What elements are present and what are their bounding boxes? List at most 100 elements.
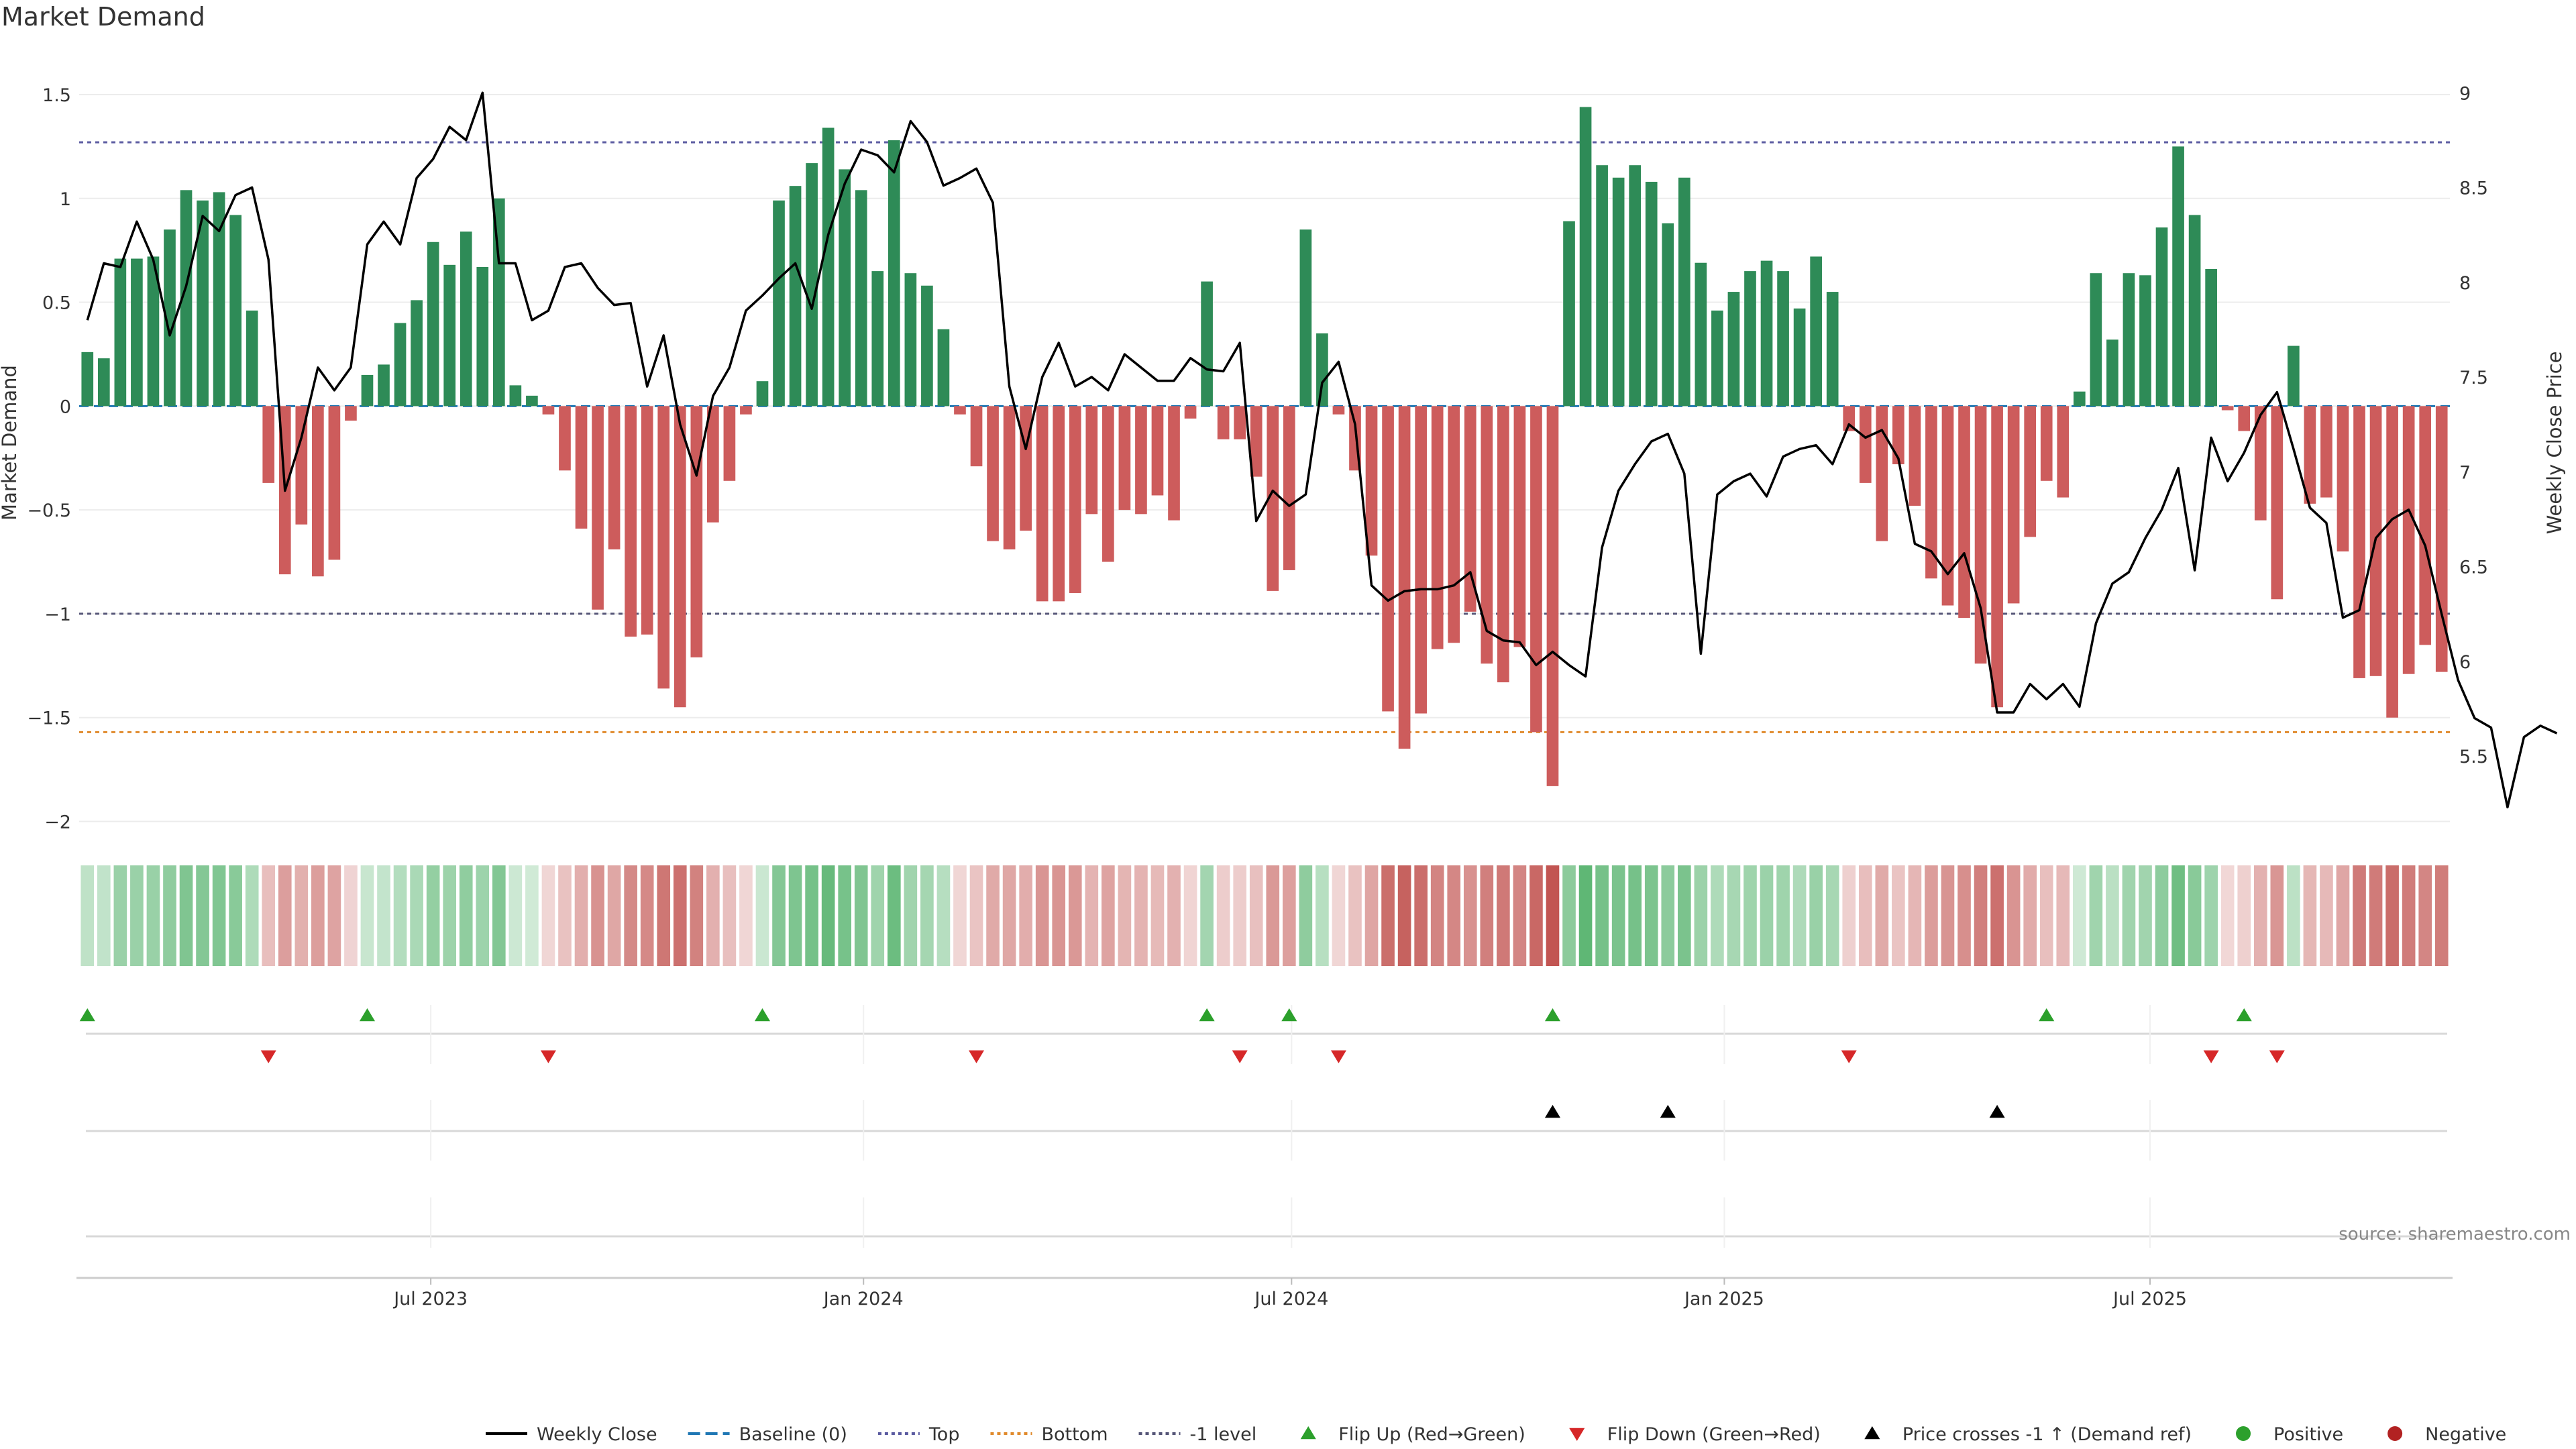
legend-label-1: Baseline (0) — [739, 1424, 847, 1445]
demand-bar-51 — [921, 285, 933, 407]
demand-bar-40 — [740, 406, 752, 415]
demand-bar-105 — [1810, 256, 1822, 407]
demand-bar-64 — [1135, 406, 1147, 515]
heat-cell-38 — [706, 865, 720, 966]
source-note: source: sharemaestro.com — [2339, 1224, 2571, 1244]
demand-bar-11 — [262, 406, 275, 483]
demand-bar-38 — [707, 406, 719, 523]
legend-label-5: Flip Up (Red→Green) — [1338, 1424, 1525, 1445]
heat-cell-83 — [1447, 865, 1461, 966]
demand-bar-39 — [723, 406, 736, 481]
demand-bar-14 — [312, 406, 324, 577]
heat-cell-3 — [130, 865, 144, 966]
demand-bar-71 — [1250, 406, 1263, 477]
demand-bar-74 — [1299, 229, 1312, 407]
heat-cell-66 — [1167, 865, 1181, 966]
demand-bar-92 — [1596, 165, 1608, 407]
demand-bar-88 — [1530, 406, 1542, 733]
demand-bar-137 — [2337, 406, 2349, 552]
right-tick-label-6: 6 — [2459, 652, 2471, 673]
demand-bar-31 — [592, 406, 604, 610]
demand-bar-101 — [1744, 271, 1756, 407]
heat-cell-64 — [1134, 865, 1148, 966]
legend-swatch-9 — [2387, 1426, 2403, 1441]
demand-bar-122 — [2090, 273, 2102, 407]
left-tick-label-5: −1 — [44, 604, 71, 625]
heat-cell-17 — [360, 865, 374, 966]
heat-cell-36 — [673, 865, 687, 966]
heat-cell-73 — [1282, 865, 1296, 966]
heat-cell-62 — [1102, 865, 1115, 966]
demand-bar-18 — [378, 364, 390, 407]
demand-bar-98 — [1695, 262, 1707, 407]
right-tick-label-4: 7 — [2459, 462, 2471, 483]
heat-cell-108 — [1858, 865, 1872, 966]
demand-bar-124 — [2123, 273, 2135, 407]
reference-lines — [79, 141, 2450, 733]
heat-cell-11 — [262, 865, 276, 966]
left-tick-label-1: 1 — [60, 189, 71, 210]
legend-label-3: Bottom — [1041, 1424, 1108, 1445]
demand-bar-44 — [806, 163, 818, 407]
heat-cell-119 — [2039, 865, 2053, 966]
y-axis-left: 1.5 1 0.5 0 −0.5 −1 −1.5 −2 — [27, 85, 71, 833]
demand-bar-49 — [888, 140, 900, 407]
demand-bar-10 — [246, 310, 258, 407]
left-tick-label-2: 0.5 — [42, 293, 71, 314]
heat-cell-79 — [1381, 865, 1395, 966]
heat-cell-6 — [179, 865, 193, 966]
grid-lines — [79, 93, 2450, 822]
heat-cell-16 — [344, 865, 358, 966]
legend-item-0: Weekly Close — [486, 1424, 657, 1445]
demand-bar-50 — [904, 273, 917, 407]
demand-bar-45 — [822, 127, 835, 407]
demand-bar-93 — [1612, 177, 1625, 407]
heat-cell-103 — [1776, 865, 1790, 966]
demand-bar-5 — [164, 229, 176, 407]
demand-bar-57 — [1020, 406, 1032, 531]
heat-cell-100 — [1727, 865, 1741, 966]
demand-bar-136 — [2320, 406, 2332, 498]
demand-bar-55 — [987, 406, 999, 541]
heat-cell-70 — [1233, 865, 1247, 966]
demand-bar-63 — [1118, 406, 1131, 511]
demand-bar-113 — [1941, 406, 1954, 606]
heat-cell-90 — [1562, 865, 1576, 966]
demand-bar-76 — [1332, 406, 1345, 415]
demand-bar-42 — [773, 200, 785, 407]
price-cross-marker-2 — [1989, 1105, 2005, 1118]
demand-bar-79 — [1382, 406, 1394, 712]
demand-bar-84 — [1464, 406, 1477, 612]
heat-cell-99 — [1711, 865, 1724, 966]
heat-cell-69 — [1216, 865, 1230, 966]
heat-cell-72 — [1266, 865, 1280, 966]
heat-cell-9 — [229, 865, 242, 966]
demand-bar-1 — [97, 358, 110, 407]
legend-item-8: Positive — [2236, 1424, 2343, 1445]
legend-label-4: -1 level — [1190, 1424, 1257, 1445]
demand-bar-28 — [542, 406, 555, 415]
heat-cell-91 — [1578, 865, 1593, 966]
heat-cell-0 — [80, 865, 95, 966]
legend-item-4: -1 level — [1138, 1424, 1257, 1445]
heat-cell-18 — [377, 865, 390, 966]
legend-item-2: Top — [877, 1424, 959, 1445]
demand-bar-109 — [1876, 406, 1888, 541]
heat-cell-55 — [986, 865, 1000, 966]
demand-bar-21 — [427, 241, 439, 407]
demand-bar-73 — [1283, 406, 1295, 570]
heat-cell-60 — [1068, 865, 1082, 966]
heat-cell-4 — [146, 865, 160, 966]
heat-cell-82 — [1430, 865, 1444, 966]
demand-bar-85 — [1481, 406, 1493, 664]
legend-label-9: Negative — [2425, 1424, 2506, 1445]
heat-cell-115 — [1974, 865, 1988, 966]
heat-cell-59 — [1052, 865, 1066, 966]
demand-bar-56 — [1003, 406, 1016, 549]
demand-bar-35 — [657, 406, 670, 689]
heat-cell-76 — [1332, 865, 1346, 966]
heat-cell-102 — [1760, 865, 1774, 966]
heat-cell-106 — [1825, 865, 1839, 966]
heat-cell-13 — [294, 865, 309, 966]
heat-cell-15 — [327, 865, 341, 966]
